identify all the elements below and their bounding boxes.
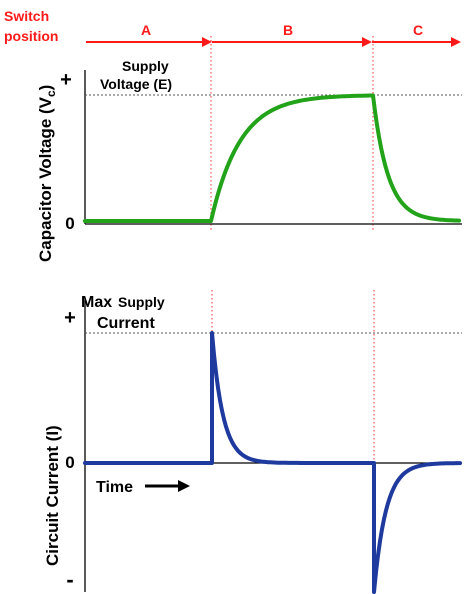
max-current-label-word: Max xyxy=(81,294,112,311)
phase-c-label: C xyxy=(413,22,423,38)
time-arrow xyxy=(145,480,190,492)
capacitor-voltage-axis-label: Capacitor Voltage (Vc) xyxy=(36,85,58,262)
switch-phase-arrows: A B C xyxy=(86,22,461,47)
phase-b-arrowhead xyxy=(362,37,372,47)
circuit-current-curve xyxy=(83,331,462,594)
capacitor-voltage-plot: Capacitor Voltage (Vc) + 0 Supply Voltag… xyxy=(36,58,462,262)
time-axis-label: Time xyxy=(96,479,133,496)
max-current-label-supply: Supply xyxy=(118,294,165,310)
max-current-label-current: Current xyxy=(97,315,155,332)
switch-position-label-line1: Switch xyxy=(4,8,49,24)
current-zero-tick: 0 xyxy=(65,453,74,472)
phase-b-label: B xyxy=(283,22,293,38)
circuit-current-plot: Circuit Current (I) + 0 - Max Supply Cur… xyxy=(43,294,462,594)
voltage-plus-tick: + xyxy=(60,69,72,91)
phase-a-arrowhead xyxy=(202,37,212,47)
voltage-zero-tick: 0 xyxy=(65,214,74,233)
circuit-current-axis-label: Circuit Current (I) xyxy=(43,425,62,566)
supply-voltage-label-line2: Voltage (E) xyxy=(100,76,172,92)
supply-voltage-label-line1: Supply xyxy=(122,58,169,74)
phase-c-arrowhead xyxy=(451,37,461,47)
capacitor-voltage-curve xyxy=(83,93,461,223)
phase-a-label: A xyxy=(141,22,151,38)
current-plus-tick: + xyxy=(64,307,76,329)
current-minus-tick: - xyxy=(66,567,73,592)
switch-position-label-line2: position xyxy=(4,28,58,44)
time-arrowhead xyxy=(178,480,190,492)
